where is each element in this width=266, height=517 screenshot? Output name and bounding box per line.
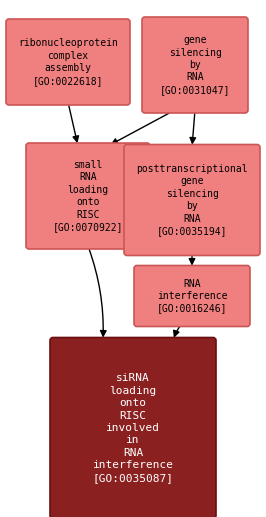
FancyBboxPatch shape: [124, 144, 260, 255]
Text: RNA
interference
[GO:0016246]: RNA interference [GO:0016246]: [157, 279, 227, 313]
FancyBboxPatch shape: [50, 338, 216, 517]
FancyBboxPatch shape: [6, 19, 130, 105]
Text: siRNA
loading
onto
RISC
involved
in
RNA
interference
[GO:0035087]: siRNA loading onto RISC involved in RNA …: [93, 373, 173, 482]
Text: posttranscriptional
gene
silencing
by
RNA
[GO:0035194]: posttranscriptional gene silencing by RN…: [136, 164, 248, 236]
Text: ribonucleoprotein
complex
assembly
[GO:0022618]: ribonucleoprotein complex assembly [GO:0…: [18, 38, 118, 86]
FancyBboxPatch shape: [26, 143, 150, 249]
Text: gene
silencing
by
RNA
[GO:0031047]: gene silencing by RNA [GO:0031047]: [160, 35, 230, 95]
FancyBboxPatch shape: [134, 266, 250, 327]
FancyBboxPatch shape: [142, 17, 248, 113]
Text: small
RNA
loading
onto
RISC
[GO:0070922]: small RNA loading onto RISC [GO:0070922]: [53, 160, 123, 232]
